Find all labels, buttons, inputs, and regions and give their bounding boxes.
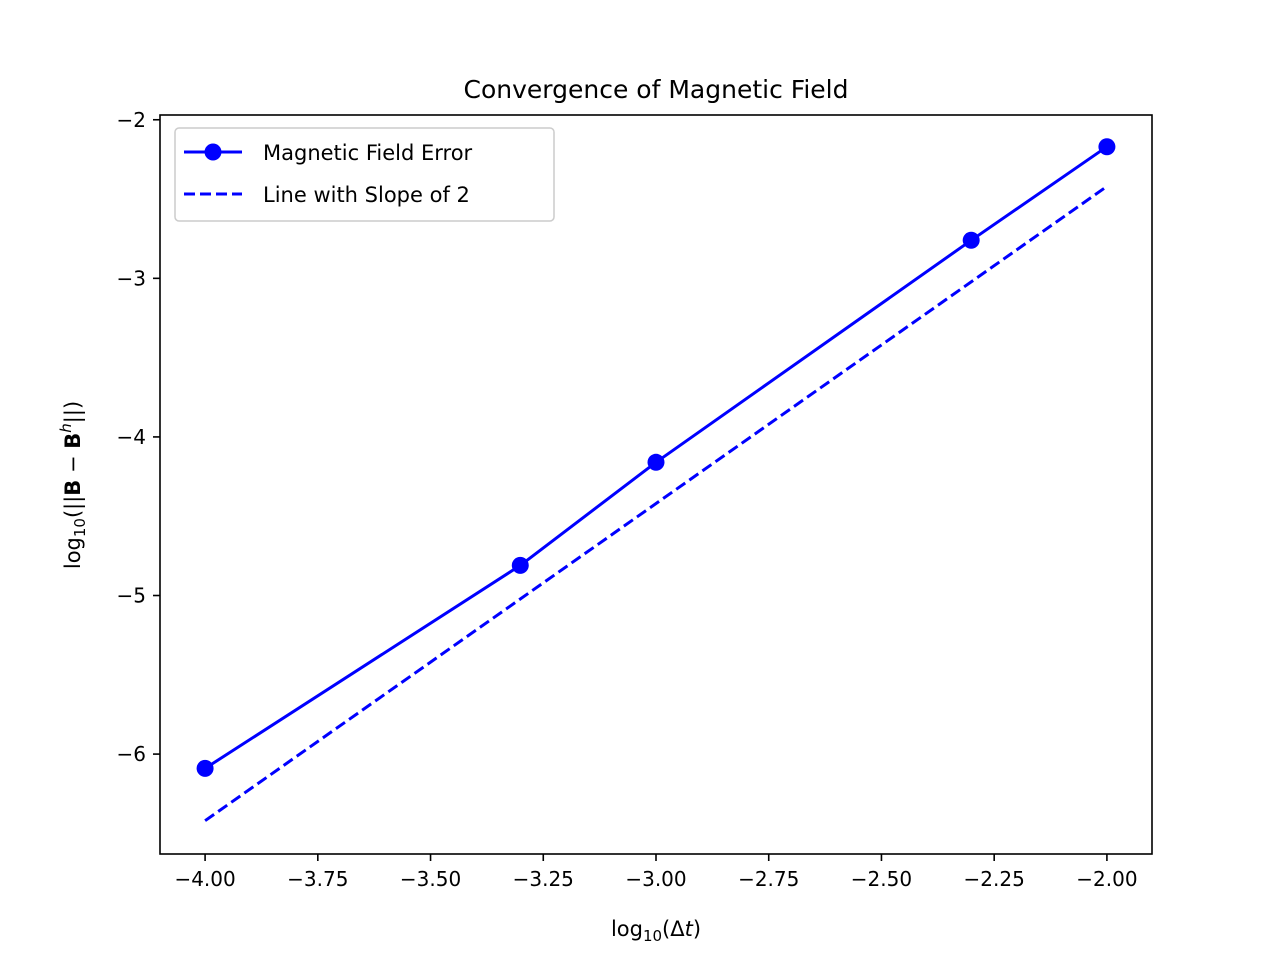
data-point-marker [647,453,665,471]
x-tick-label: −3.25 [513,867,574,891]
x-tick-label: −3.00 [625,867,686,891]
x-tick-label: −4.00 [174,867,235,891]
y-tick-label: −6 [117,742,146,766]
y-tick-label: −2 [117,108,146,132]
x-tick-label: −2.25 [964,867,1025,891]
slope-2-reference-line [204,185,1108,822]
plot-area [160,115,1152,854]
x-tick-label: −3.75 [287,867,348,891]
y-tick-label: −4 [117,425,146,449]
data-point-marker [511,556,529,574]
data-point-marker [1098,138,1116,156]
x-axis-label: log10(Δt) [611,917,701,945]
legend-marker-dot [204,143,222,161]
x-tick-label: −2.50 [851,867,912,891]
chart-title: Convergence of Magnetic Field [464,75,849,104]
x-tick-label: −2.00 [1076,867,1137,891]
x-tick-label: −2.75 [738,867,799,891]
y-tick-label: −5 [117,584,146,608]
x-axis: −4.00 −3.75 −3.50 −3.25 −3.00 −2.75 −2.50 −2.25… [174,854,1138,891]
data-point-marker [196,759,214,777]
legend-label-slope: Line with Slope of 2 [263,183,470,207]
y-tick-label: −3 [117,266,146,290]
legend-frame [174,127,555,222]
y-axis-label: log10(||B − Bh||) [57,401,89,569]
series-layer [196,138,1116,822]
y-axis: −2 −3 −4 −5 −6 [117,108,160,766]
legend-label-error: Magnetic Field Error [263,141,473,165]
data-point-marker [962,231,980,249]
legend: Magnetic Field Error Line with Slope of … [174,127,555,222]
x-tick-label: −3.50 [400,867,461,891]
